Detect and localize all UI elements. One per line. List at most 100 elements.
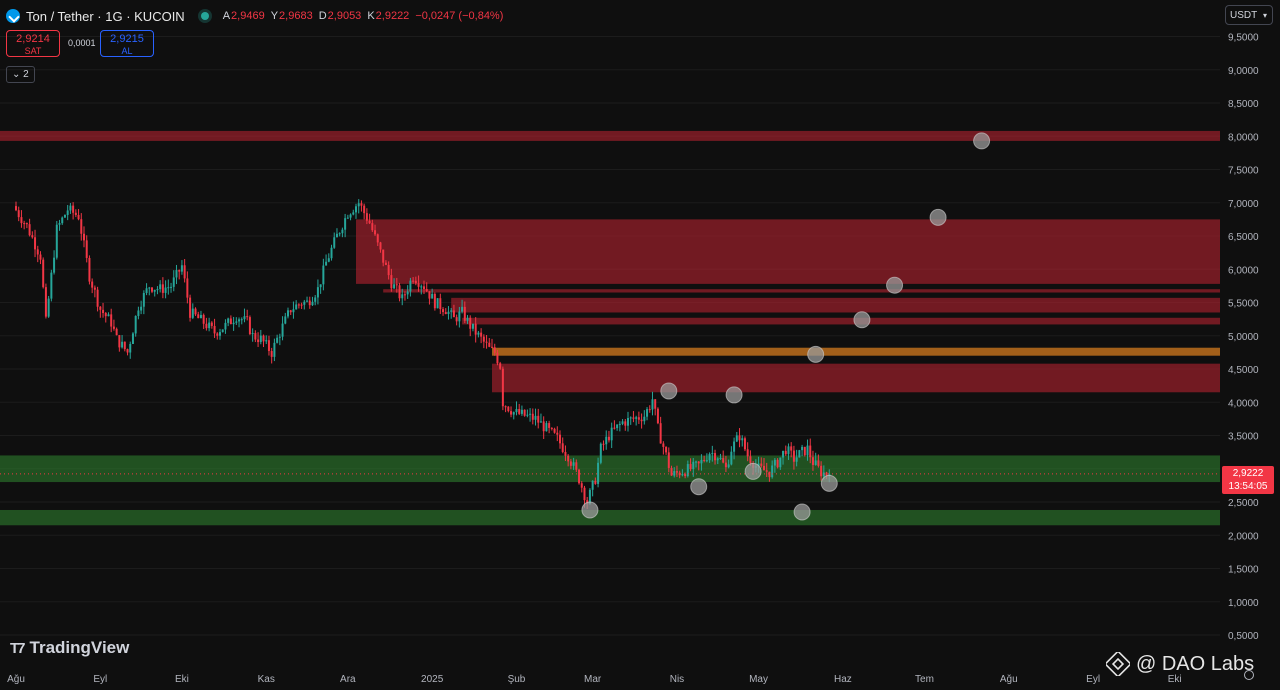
candle-body xyxy=(357,203,360,207)
buy-button[interactable]: 2,9215 AL xyxy=(100,30,154,57)
candle-body xyxy=(817,460,820,466)
candle-body xyxy=(578,469,581,484)
y-tick-label: 6,0000 xyxy=(1228,265,1259,276)
candle-body xyxy=(724,462,727,468)
market-status-icon[interactable] xyxy=(200,12,209,20)
candle-body xyxy=(229,318,232,325)
candle-body xyxy=(825,472,828,476)
candle-body xyxy=(83,233,85,241)
candle-body xyxy=(292,309,295,313)
chevron-down-icon: ▾ xyxy=(1262,11,1267,20)
candle-body xyxy=(374,230,377,235)
candle-body xyxy=(602,443,605,445)
candle-body xyxy=(463,306,466,321)
candle-body xyxy=(667,452,670,468)
candle-body xyxy=(159,284,162,290)
candle-body xyxy=(398,285,401,299)
candle-body xyxy=(191,308,194,318)
candle-body xyxy=(148,287,151,289)
currency-selector[interactable]: USDT ▾ xyxy=(1225,5,1273,25)
candle-body xyxy=(659,423,662,444)
zone-resistance xyxy=(0,130,1220,141)
candle-body xyxy=(376,234,379,243)
candle-body xyxy=(254,333,257,340)
candle-body xyxy=(719,458,722,460)
tradingview-logo[interactable]: T7 TradingView xyxy=(10,638,129,658)
gear-icon[interactable] xyxy=(1244,670,1254,680)
candle-body xyxy=(428,291,431,299)
candle-body xyxy=(548,423,551,428)
candle-body xyxy=(36,249,39,255)
candle-body xyxy=(284,316,287,324)
candle-body xyxy=(632,417,635,419)
zone-resistance xyxy=(383,289,1220,293)
candle-body xyxy=(235,321,238,323)
candle-body xyxy=(387,264,390,276)
candle-body xyxy=(512,412,515,415)
candle-body xyxy=(107,314,110,317)
candle-body xyxy=(678,472,681,476)
candle-body xyxy=(47,298,50,317)
candle-body xyxy=(670,467,673,476)
candle-body xyxy=(461,306,464,312)
x-tick-label: 2025 xyxy=(421,674,444,685)
candle-body xyxy=(164,287,167,293)
candle-body xyxy=(768,471,771,478)
candle-body xyxy=(518,408,521,414)
candle-body xyxy=(504,406,507,408)
candle-body xyxy=(104,312,107,317)
candle-body xyxy=(496,352,499,364)
indicators-count: 2 xyxy=(23,69,29,80)
candle-body xyxy=(248,317,251,335)
candle-body xyxy=(58,223,61,225)
candle-body xyxy=(621,421,624,424)
candle-body xyxy=(711,453,714,455)
candle-body xyxy=(276,337,279,343)
candle-body xyxy=(129,343,132,353)
chart-header: Ton / Tether · 1G · KUCOIN A2,9469 Y2,96… xyxy=(6,6,503,26)
y-tick-label: 8,0000 xyxy=(1228,132,1259,143)
y-tick-label: 7,0000 xyxy=(1228,199,1259,210)
y-tick-label: 2,5000 xyxy=(1228,498,1259,509)
candle-body xyxy=(822,472,825,477)
candle-body xyxy=(112,326,115,329)
candle-body xyxy=(618,423,621,425)
candle-body xyxy=(414,280,417,284)
ohlc-change: −0,0247 (−0,84%) xyxy=(415,10,504,22)
candle-body xyxy=(665,446,668,453)
candle-body xyxy=(311,301,314,306)
sell-button[interactable]: 2,9214 SAT xyxy=(6,30,60,57)
target-marker xyxy=(744,462,762,480)
candle-body xyxy=(675,471,678,473)
candle-body xyxy=(458,311,461,322)
indicators-toggle[interactable]: ⌄ 2 xyxy=(6,66,35,83)
candle-body xyxy=(616,424,619,429)
candle-body xyxy=(806,445,809,456)
candle-body xyxy=(488,342,491,347)
candle-body xyxy=(322,265,325,285)
candle-body xyxy=(782,450,785,458)
candle-body xyxy=(420,286,423,288)
symbol-title[interactable]: Ton / Tether · 1G · KUCOIN xyxy=(26,8,185,24)
last-price: 2,9222 xyxy=(1232,468,1264,479)
candle-body xyxy=(499,363,502,369)
zone-orange xyxy=(492,347,1220,356)
target-marker xyxy=(581,501,599,519)
y-tick-label: 3,5000 xyxy=(1228,432,1259,443)
candle-body xyxy=(779,457,782,468)
candle-body xyxy=(20,217,23,224)
candle-body xyxy=(801,446,804,451)
candle-body xyxy=(646,409,649,417)
candle-body xyxy=(523,409,526,416)
candle-body xyxy=(267,340,270,352)
candle-body xyxy=(137,310,140,316)
candle-body xyxy=(216,333,219,336)
candle-body xyxy=(278,336,281,338)
candles xyxy=(15,199,831,509)
currency-label: USDT xyxy=(1230,10,1258,21)
candle-body xyxy=(349,214,352,218)
candle-body xyxy=(227,318,230,323)
candle-body xyxy=(439,298,442,310)
candle-body xyxy=(270,351,273,357)
